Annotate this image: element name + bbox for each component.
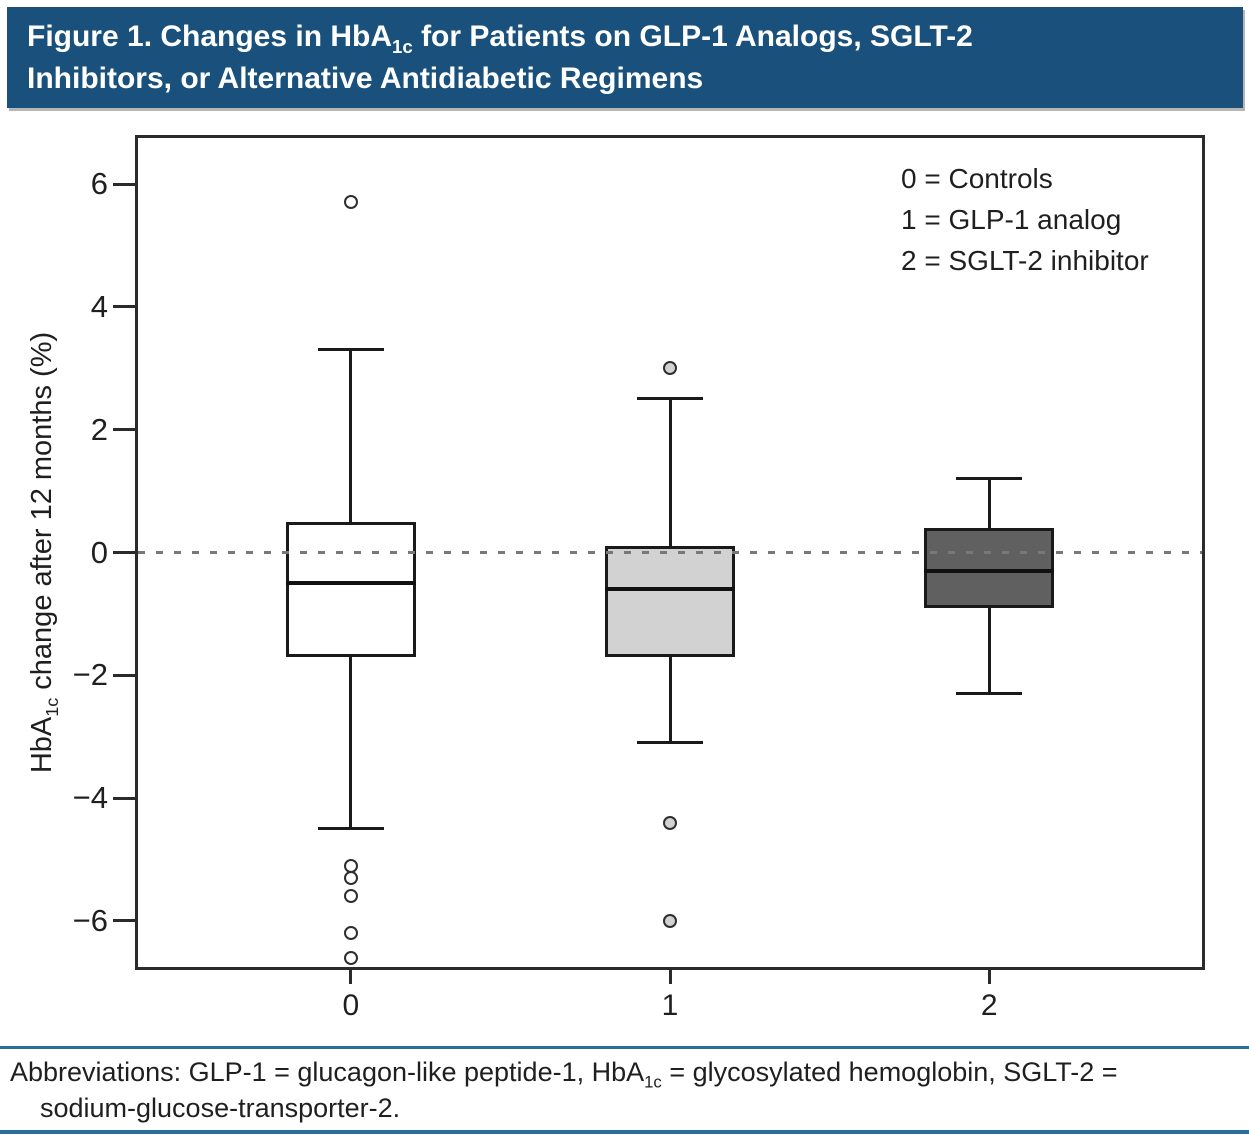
x-tick-label: 0	[342, 989, 360, 1022]
separator-rule-top	[0, 1046, 1249, 1049]
legend-item-controls: 0 = Controls	[901, 163, 1053, 194]
median-line-glp-1-analog	[605, 587, 735, 592]
outlier-point-controls	[343, 870, 358, 885]
y-tick-label: 4	[90, 288, 108, 324]
y-tick-label: −4	[72, 780, 108, 816]
y-tick-label: 6	[90, 166, 108, 202]
median-line-controls	[285, 581, 416, 586]
zero-reference-line	[138, 551, 1202, 554]
y-tick-label: −6	[72, 902, 108, 938]
footnote: Abbreviations: GLP-1 = glucagon-like pep…	[10, 1054, 1245, 1126]
outlier-point-glp-1-analog	[663, 913, 677, 928]
whisker-cap-bottom-controls	[317, 827, 384, 831]
box-sglt-2-inhibitor	[924, 527, 1055, 608]
y-tick-mark	[113, 551, 135, 554]
whisker-cap-top-sglt-2-inhibitor	[956, 477, 1023, 481]
x-tick-label: 1	[661, 989, 679, 1022]
outlier-point-controls	[343, 195, 358, 210]
y-tick-mark	[113, 919, 135, 923]
y-tick-mark	[113, 428, 135, 432]
outlier-point-controls	[343, 889, 358, 904]
whisker-cap-bottom-glp-1-analog	[637, 741, 703, 745]
plot-area: 0 = Controls 1 = GLP-1 analog 2 = SGLT-2…	[73, 135, 1205, 1022]
y-tick-mark	[113, 796, 135, 800]
whisker-cap-top-controls	[317, 348, 384, 352]
y-tick-label: −2	[72, 657, 108, 693]
y-tick-mark	[113, 182, 135, 186]
median-line-sglt-2-inhibitor	[924, 568, 1055, 573]
y-tick-label: 0	[90, 534, 108, 570]
box-controls	[285, 521, 416, 657]
footnote-line2: sodium-glucose-transporter-2.	[40, 1093, 401, 1123]
x-tick-mark	[668, 968, 672, 984]
figure-title-line2: Inhibitors, or Alternative Antidiabetic …	[27, 62, 704, 95]
figure-title-line1: Figure 1. Changes in HbA1c for Patients …	[27, 20, 973, 57]
figure-title-bar: Figure 1. Changes in HbA1c for Patients …	[7, 7, 1243, 108]
outlier-point-controls	[343, 926, 358, 941]
footnote-line1: Abbreviations: GLP-1 = glucagon-like pep…	[10, 1057, 1118, 1092]
outlier-point-controls	[343, 950, 358, 965]
y-tick-label: 2	[90, 411, 108, 447]
whisker-cap-top-glp-1-analog	[637, 397, 703, 401]
box-glp-1-analog	[605, 546, 735, 657]
legend-item-sglt2: 2 = SGLT-2 inhibitor	[901, 245, 1149, 276]
legend: 0 = Controls 1 = GLP-1 analog 2 = SGLT-2…	[901, 158, 1149, 281]
outlier-point-glp-1-analog	[663, 361, 677, 376]
x-tick-mark	[349, 968, 353, 984]
whisker-cap-bottom-sglt-2-inhibitor	[956, 692, 1023, 696]
x-tick-label: 2	[980, 989, 998, 1022]
y-tick-mark	[113, 305, 135, 309]
outlier-point-glp-1-analog	[663, 815, 677, 830]
separator-rule-bottom	[0, 1130, 1249, 1134]
legend-item-glp1: 1 = GLP-1 analog	[901, 204, 1122, 235]
x-tick-mark	[987, 968, 991, 984]
y-tick-mark	[113, 673, 135, 677]
